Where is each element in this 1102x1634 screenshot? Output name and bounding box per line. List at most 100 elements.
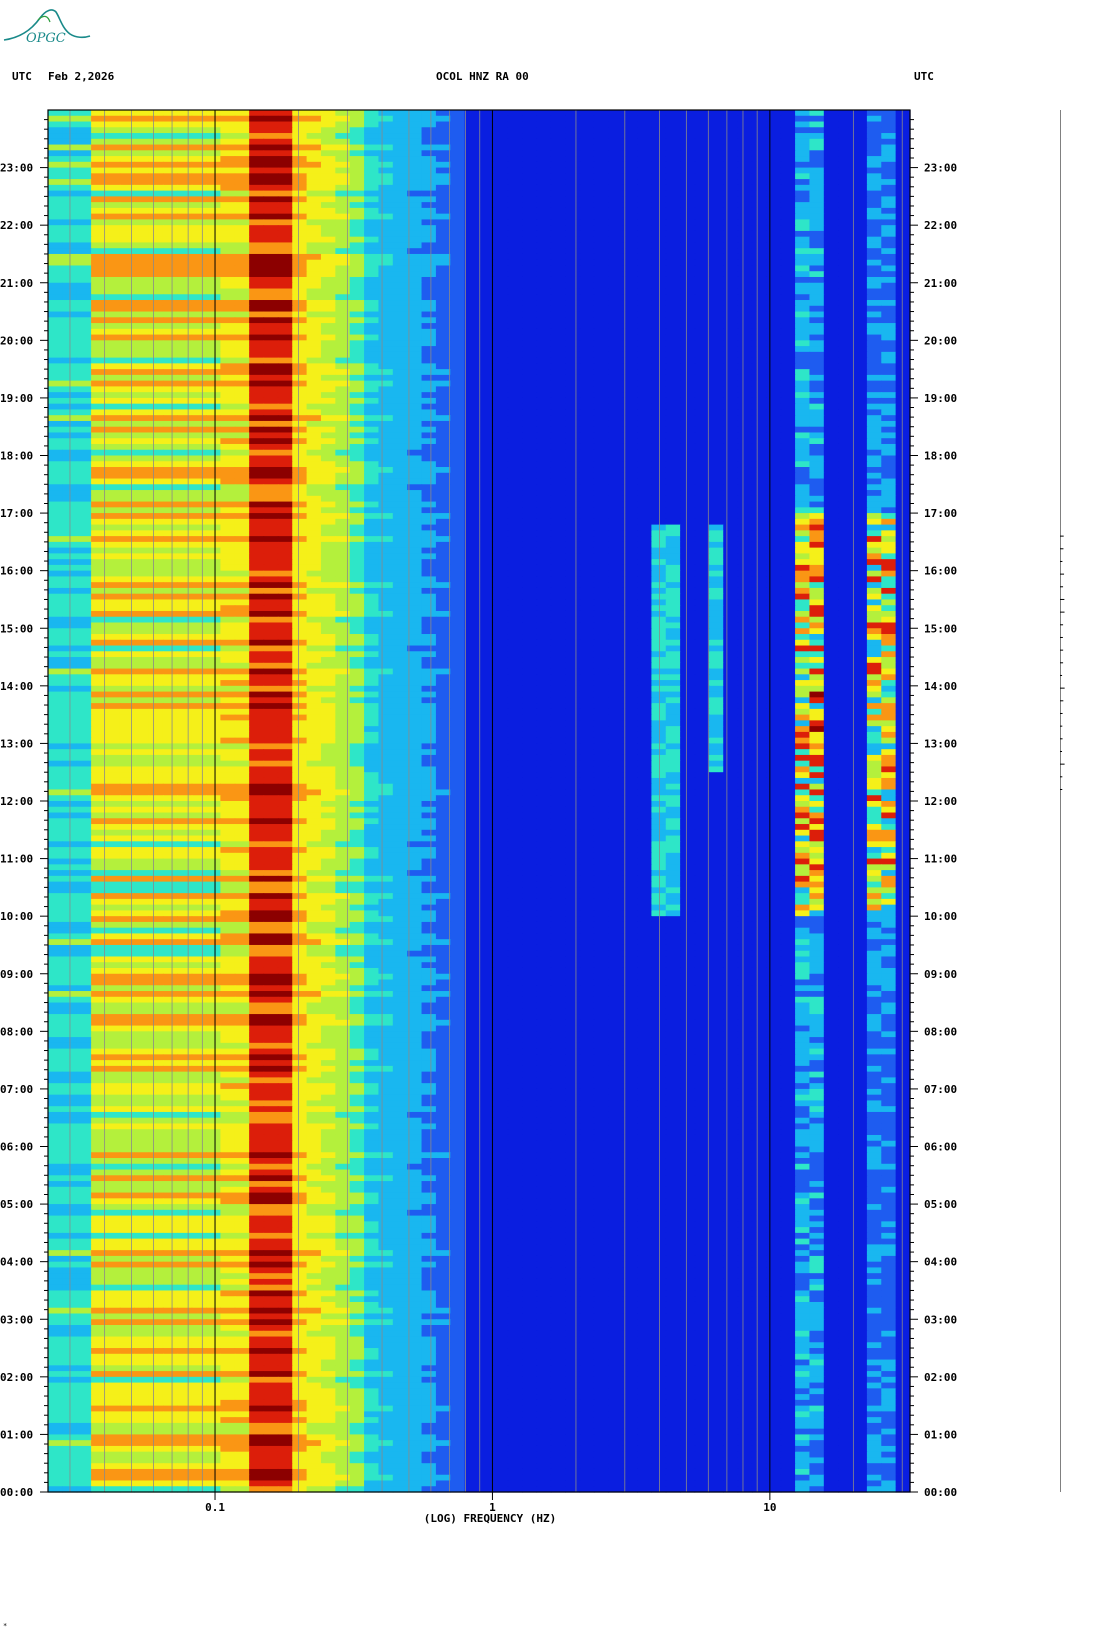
heatmap-cell bbox=[162, 484, 178, 491]
heatmap-cell bbox=[579, 426, 595, 434]
heatmap-cell bbox=[522, 196, 538, 203]
heatmap-cell bbox=[723, 202, 739, 209]
heatmap-cell bbox=[76, 219, 92, 226]
heatmap-cell bbox=[76, 127, 92, 134]
heatmap-cell bbox=[593, 397, 609, 405]
heatmap-cell bbox=[407, 553, 423, 560]
heatmap-cell bbox=[435, 323, 451, 330]
heatmap-cell bbox=[148, 213, 164, 221]
heatmap-cell bbox=[565, 346, 581, 353]
heatmap-cell bbox=[895, 426, 911, 434]
heatmap-cell bbox=[263, 334, 279, 341]
heatmap-cell bbox=[134, 317, 150, 324]
heatmap-cell bbox=[263, 582, 279, 589]
heatmap-cell bbox=[694, 415, 710, 422]
heatmap-cell bbox=[507, 443, 523, 451]
heatmap-cell bbox=[737, 541, 753, 549]
heatmap-cell bbox=[694, 478, 710, 485]
heatmap-cell bbox=[320, 167, 336, 174]
heatmap-cell bbox=[378, 334, 394, 341]
heatmap-cell bbox=[134, 524, 150, 531]
heatmap-cell bbox=[292, 443, 308, 451]
heatmap-cell bbox=[809, 518, 825, 526]
heatmap-cell bbox=[320, 133, 336, 140]
heatmap-cell bbox=[320, 541, 336, 549]
heatmap-cell bbox=[622, 541, 638, 549]
heatmap-cell bbox=[895, 248, 911, 255]
heatmap-cell bbox=[234, 138, 250, 146]
heatmap-cell bbox=[651, 461, 667, 468]
heatmap-cell bbox=[320, 380, 336, 387]
heatmap-cell bbox=[421, 467, 437, 474]
heatmap-cell bbox=[479, 443, 494, 451]
heatmap-cell bbox=[134, 426, 150, 434]
heatmap-cell bbox=[565, 144, 581, 151]
heatmap-cell bbox=[148, 276, 164, 284]
heatmap-cell bbox=[378, 179, 394, 186]
heatmap-cell bbox=[177, 576, 193, 583]
heatmap-cell bbox=[751, 300, 767, 307]
heatmap-cell bbox=[119, 230, 135, 238]
heatmap-cell bbox=[565, 328, 581, 336]
heatmap-cell bbox=[579, 501, 595, 508]
heatmap-cell bbox=[148, 334, 164, 341]
heatmap-cell bbox=[479, 564, 494, 572]
heatmap-cell bbox=[593, 472, 609, 480]
heatmap-cell bbox=[234, 409, 250, 416]
heatmap-cell bbox=[119, 300, 135, 307]
heatmap-cell bbox=[823, 559, 839, 566]
heatmap-cell bbox=[493, 248, 509, 255]
heatmap-cell bbox=[852, 363, 868, 370]
heatmap-cell bbox=[536, 536, 552, 543]
heatmap-cell bbox=[450, 236, 466, 244]
heatmap-cell bbox=[507, 386, 523, 393]
heatmap-cell bbox=[708, 420, 724, 428]
heatmap-cell bbox=[708, 127, 724, 134]
heatmap-cell bbox=[162, 397, 178, 405]
heatmap-cell bbox=[723, 230, 739, 238]
heatmap-cell bbox=[751, 455, 767, 462]
heatmap-cell bbox=[306, 219, 322, 226]
heatmap-cell bbox=[838, 363, 854, 370]
heatmap-cell bbox=[435, 478, 451, 485]
heatmap-cell bbox=[723, 397, 739, 405]
heatmap-cell bbox=[234, 369, 250, 376]
heatmap-cell bbox=[550, 553, 566, 560]
heatmap-cell bbox=[407, 518, 423, 526]
heatmap-cell bbox=[694, 559, 710, 566]
heatmap-cell bbox=[48, 420, 63, 428]
heatmap-cell bbox=[249, 432, 265, 439]
heatmap-cell bbox=[378, 438, 394, 445]
heatmap-cell bbox=[536, 386, 552, 393]
heatmap-cell bbox=[464, 484, 480, 491]
heatmap-cell bbox=[493, 334, 509, 341]
heatmap-cell bbox=[206, 536, 221, 543]
heatmap-cell bbox=[637, 495, 652, 503]
heatmap-cell bbox=[651, 127, 667, 134]
heatmap-cell bbox=[507, 455, 523, 462]
heatmap-cell bbox=[134, 564, 150, 572]
heatmap-cell bbox=[780, 455, 796, 462]
heatmap-cell bbox=[565, 449, 581, 457]
heatmap-cell bbox=[536, 127, 552, 134]
heatmap-cell bbox=[392, 294, 408, 301]
heatmap-cell bbox=[249, 265, 265, 272]
heatmap-cell bbox=[608, 397, 624, 405]
heatmap-cell bbox=[191, 317, 207, 324]
heatmap-cell bbox=[306, 409, 322, 416]
heatmap-cell bbox=[105, 484, 121, 491]
heatmap-cell bbox=[881, 524, 897, 531]
heatmap-cell bbox=[119, 340, 135, 347]
heatmap-cell bbox=[866, 507, 882, 514]
heatmap-cell bbox=[277, 449, 293, 457]
heatmap-cell bbox=[809, 265, 825, 272]
heatmap-cell bbox=[91, 196, 107, 203]
heatmap-cell bbox=[479, 369, 494, 376]
heatmap-cell bbox=[838, 202, 854, 209]
heatmap-cell bbox=[507, 253, 523, 261]
heatmap-cell bbox=[162, 380, 178, 387]
heatmap-cell bbox=[76, 173, 92, 180]
heatmap-cell bbox=[723, 582, 739, 589]
heatmap-cell bbox=[579, 518, 595, 526]
heatmap-cell bbox=[507, 380, 523, 387]
